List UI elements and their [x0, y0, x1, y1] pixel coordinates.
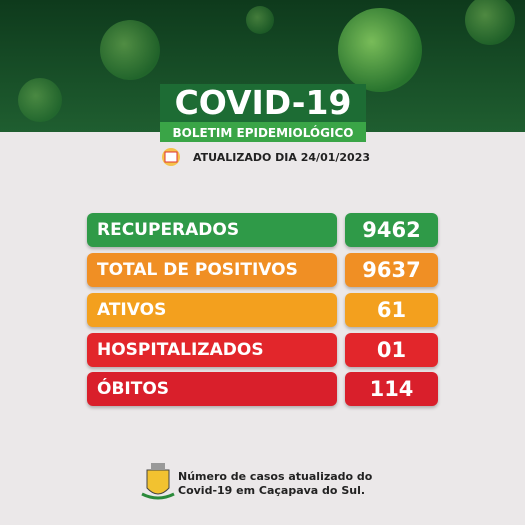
subtitle-bar [160, 122, 366, 142]
row-value: 9462 [345, 213, 438, 247]
updated: ATUALIZADO DIA 24/01/2023 [193, 151, 370, 164]
footer-line: Covid-19 em Caçapava do Sul. [178, 484, 365, 497]
title-box [160, 84, 366, 122]
crest [141, 463, 175, 500]
row-label: ATIVOS [87, 293, 337, 327]
row-label: ÓBITOS [87, 372, 337, 406]
calendar-icon [162, 148, 180, 166]
row-value: 114 [345, 372, 438, 406]
row-value: 9637 [345, 253, 438, 287]
virus-decor [18, 0, 515, 122]
row-label: HOSPITALIZADOS [87, 333, 337, 367]
row-label: TOTAL DE POSITIVOS [87, 253, 337, 287]
footer-line: Número de casos atualizado do [178, 470, 373, 483]
subtitle: BOLETIM EPIDEMIOLÓGICO [173, 125, 354, 140]
row-value: 01 [345, 333, 438, 367]
row-label: RECUPERADOS [87, 213, 337, 247]
row-value: 61 [345, 293, 438, 327]
title: COVID-19 [175, 83, 352, 122]
